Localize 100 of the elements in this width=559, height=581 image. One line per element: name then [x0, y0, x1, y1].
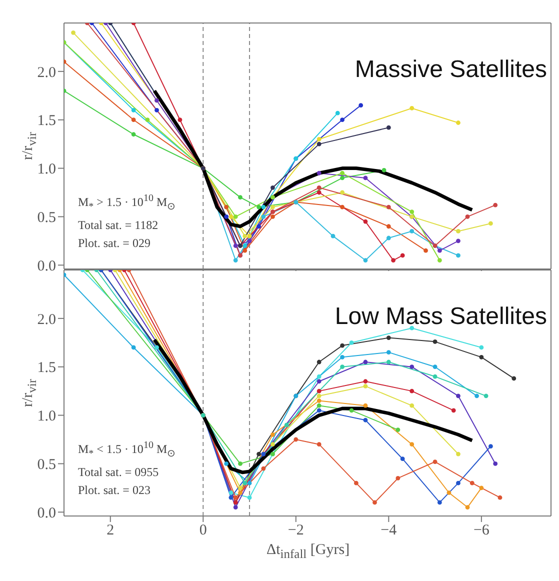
- point: [456, 394, 460, 398]
- point: [316, 142, 322, 146]
- y-tick-label: 1.0: [37, 408, 56, 425]
- point: [316, 388, 322, 394]
- point: [498, 495, 502, 500]
- point: [363, 360, 368, 364]
- point: [228, 490, 234, 495]
- y-tick-label: 2.0: [37, 64, 56, 81]
- point: [224, 462, 229, 466]
- point: [410, 403, 414, 408]
- point: [432, 460, 438, 464]
- point: [316, 374, 322, 379]
- y-tick-label: 0.5: [37, 210, 56, 226]
- point: [456, 120, 460, 125]
- point: [456, 238, 460, 244]
- point: [410, 364, 414, 370]
- point: [340, 204, 344, 210]
- point: [488, 221, 493, 226]
- point: [261, 214, 266, 219]
- point: [247, 495, 252, 500]
- point: [386, 224, 391, 229]
- point: [363, 403, 368, 408]
- point: [396, 428, 400, 432]
- point: [242, 234, 248, 238]
- y-tick-label: 1.5: [37, 113, 56, 130]
- point: [451, 408, 456, 413]
- y-tick-label: 1.0: [37, 162, 56, 178]
- annotation: Total sat. = 0955: [78, 464, 160, 482]
- point: [363, 384, 368, 388]
- point: [465, 505, 470, 510]
- point: [154, 108, 159, 112]
- point: [410, 106, 414, 110]
- point: [470, 480, 474, 486]
- annotation: Plot. sat. = 023: [78, 482, 152, 500]
- point: [270, 442, 275, 447]
- point: [474, 394, 479, 398]
- annotation: Plot. sat. = 029: [78, 235, 152, 252]
- point: [340, 343, 344, 348]
- point: [316, 190, 322, 195]
- point: [228, 495, 234, 500]
- point: [456, 229, 460, 234]
- point: [410, 442, 414, 447]
- x-tick-label: 0: [199, 522, 207, 539]
- point: [363, 418, 368, 422]
- point: [396, 476, 400, 480]
- point: [340, 364, 344, 370]
- point: [382, 168, 386, 172]
- point: [256, 452, 261, 456]
- point: [131, 345, 136, 350]
- point: [386, 236, 391, 240]
- point: [71, 30, 76, 35]
- point: [386, 350, 391, 355]
- point: [340, 354, 344, 360]
- point: [340, 118, 344, 122]
- point: [372, 500, 377, 505]
- point: [256, 204, 261, 210]
- point: [316, 408, 322, 413]
- point: [238, 490, 242, 495]
- point: [228, 214, 234, 219]
- point: [238, 195, 242, 200]
- point: [456, 452, 460, 456]
- point: [340, 170, 344, 176]
- point: [437, 248, 442, 253]
- x-axis-title: Δt$_{infall}$ [Gyrs]: [265, 542, 351, 562]
- point: [242, 480, 248, 486]
- point: [261, 466, 266, 471]
- point: [386, 125, 391, 130]
- point: [363, 219, 368, 224]
- point: [316, 394, 322, 398]
- point: [358, 103, 364, 108]
- point: [131, 118, 136, 122]
- point: [242, 244, 248, 248]
- point: [349, 340, 354, 345]
- point: [247, 238, 252, 244]
- point: [437, 258, 442, 262]
- point: [479, 354, 484, 360]
- point: [316, 137, 322, 142]
- point: [432, 364, 438, 370]
- point: [488, 444, 493, 448]
- point: [256, 224, 261, 229]
- point: [432, 374, 438, 379]
- annotation: M$_{*}$ > 1.5 · 10$^{10}$ M$_{⊙}$: [78, 192, 176, 214]
- point: [145, 118, 150, 122]
- point: [484, 394, 488, 398]
- point: [340, 190, 344, 195]
- point: [354, 480, 358, 486]
- point: [131, 108, 136, 112]
- point: [363, 176, 368, 180]
- point: [224, 214, 229, 219]
- point: [456, 480, 460, 486]
- text: Low Mass Satellites: [334, 303, 547, 331]
- point: [363, 379, 368, 384]
- point: [316, 403, 322, 408]
- point: [446, 490, 452, 495]
- text: Massive Satellites: [354, 56, 547, 84]
- point: [340, 176, 344, 180]
- point: [512, 376, 516, 381]
- point: [456, 253, 460, 258]
- point: [233, 258, 238, 262]
- point: [178, 118, 182, 122]
